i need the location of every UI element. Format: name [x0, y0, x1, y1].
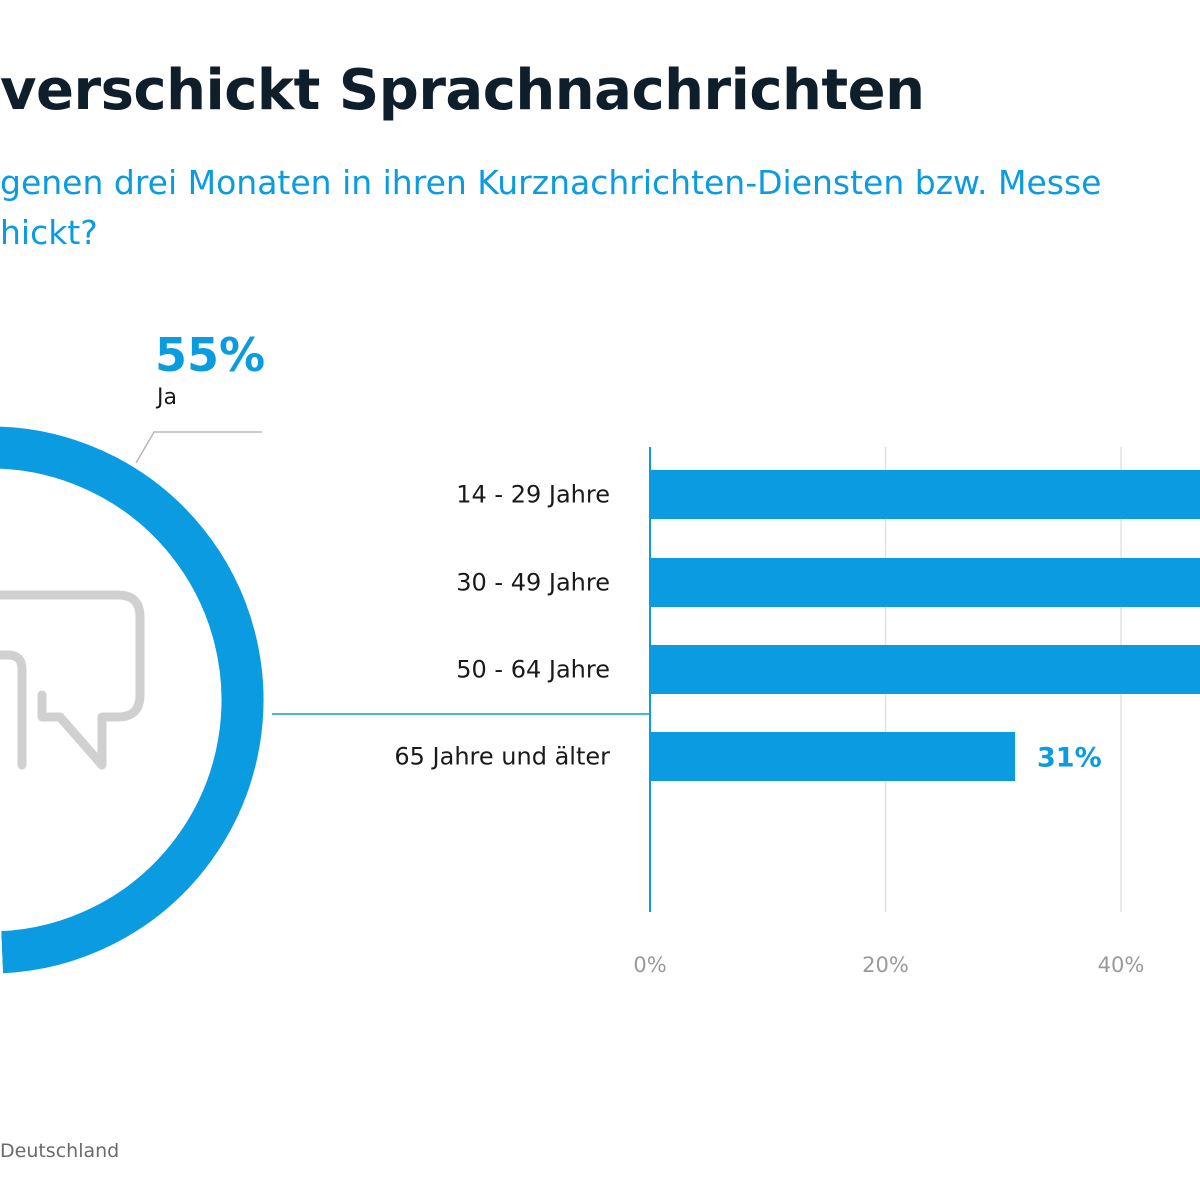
donut-category-label: Ja — [155, 385, 177, 410]
category-label: 30 - 49 Jahre — [456, 569, 610, 597]
bar-4 — [650, 732, 1015, 781]
donut-leader-line — [136, 432, 262, 463]
category-label: 65 Jahre und älter — [394, 743, 610, 771]
x-tick-label: 0% — [633, 953, 666, 977]
x-tick-label: 20% — [862, 953, 909, 977]
bar-3 — [650, 645, 1200, 694]
bar-2 — [650, 558, 1200, 607]
bar-1 — [650, 470, 1200, 519]
bar-value-label: 31% — [1037, 743, 1102, 774]
source-note: Deutschland — [0, 1140, 119, 1162]
chart-area: 0% 20% 40% 14 - 29 Jahre 30 - 49 Jahre 50 - 6… — [0, 0, 1200, 1200]
category-label: 14 - 29 Jahre — [456, 481, 610, 509]
bar-chart: 0% 20% 40% 14 - 29 Jahre 30 - 49 Jahre 50 - 6… — [394, 470, 1200, 977]
speech-bubble-icon — [0, 595, 140, 765]
category-label: 50 - 64 Jahre — [456, 656, 610, 684]
x-tick-label: 40% — [1098, 953, 1145, 977]
donut-value-label: 55% — [155, 328, 265, 382]
